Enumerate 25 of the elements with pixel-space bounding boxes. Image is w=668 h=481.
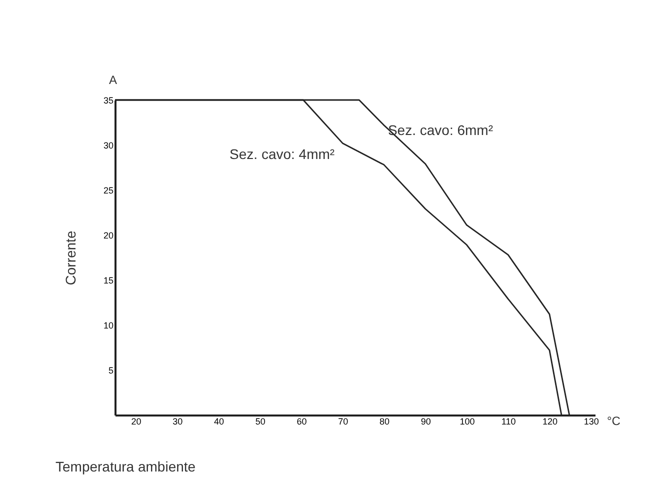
x-tick-label: 60 — [296, 416, 307, 426]
x-tick-label: 80 — [379, 416, 390, 426]
y-tick-label: 20 — [103, 230, 114, 240]
y-tick-label: 30 — [103, 140, 114, 150]
x-axis-title: Temperatura ambiente — [56, 458, 196, 474]
text: A — [109, 73, 118, 87]
y-tick-label: 5 — [108, 366, 114, 376]
x-tick-label: 50 — [255, 416, 266, 426]
series-label: Sez. cavo: 6mm² — [388, 122, 494, 138]
y-tick-label: 15 — [103, 276, 114, 286]
x-tick-label: 70 — [338, 416, 348, 426]
x-tick-label: 90 — [420, 416, 431, 426]
x-tick-label: 20 — [131, 416, 142, 426]
series-label: Sez. cavo: 4mm² — [230, 146, 335, 162]
y-tick-label: 25 — [103, 186, 114, 196]
x-tick-label: 110 — [501, 416, 516, 426]
text: °C — [607, 414, 621, 428]
x-tick-label: 40 — [214, 416, 224, 426]
x-tick-label: 100 — [460, 416, 475, 426]
x-tick-label: 30 — [172, 416, 183, 426]
y-tick-label: 35 — [103, 96, 114, 106]
y-axis-title: Corrente — [62, 230, 78, 286]
y-tick-label: 10 — [103, 320, 114, 330]
x-tick-label: 120 — [542, 416, 558, 426]
x-tick-label: 130 — [584, 416, 599, 426]
